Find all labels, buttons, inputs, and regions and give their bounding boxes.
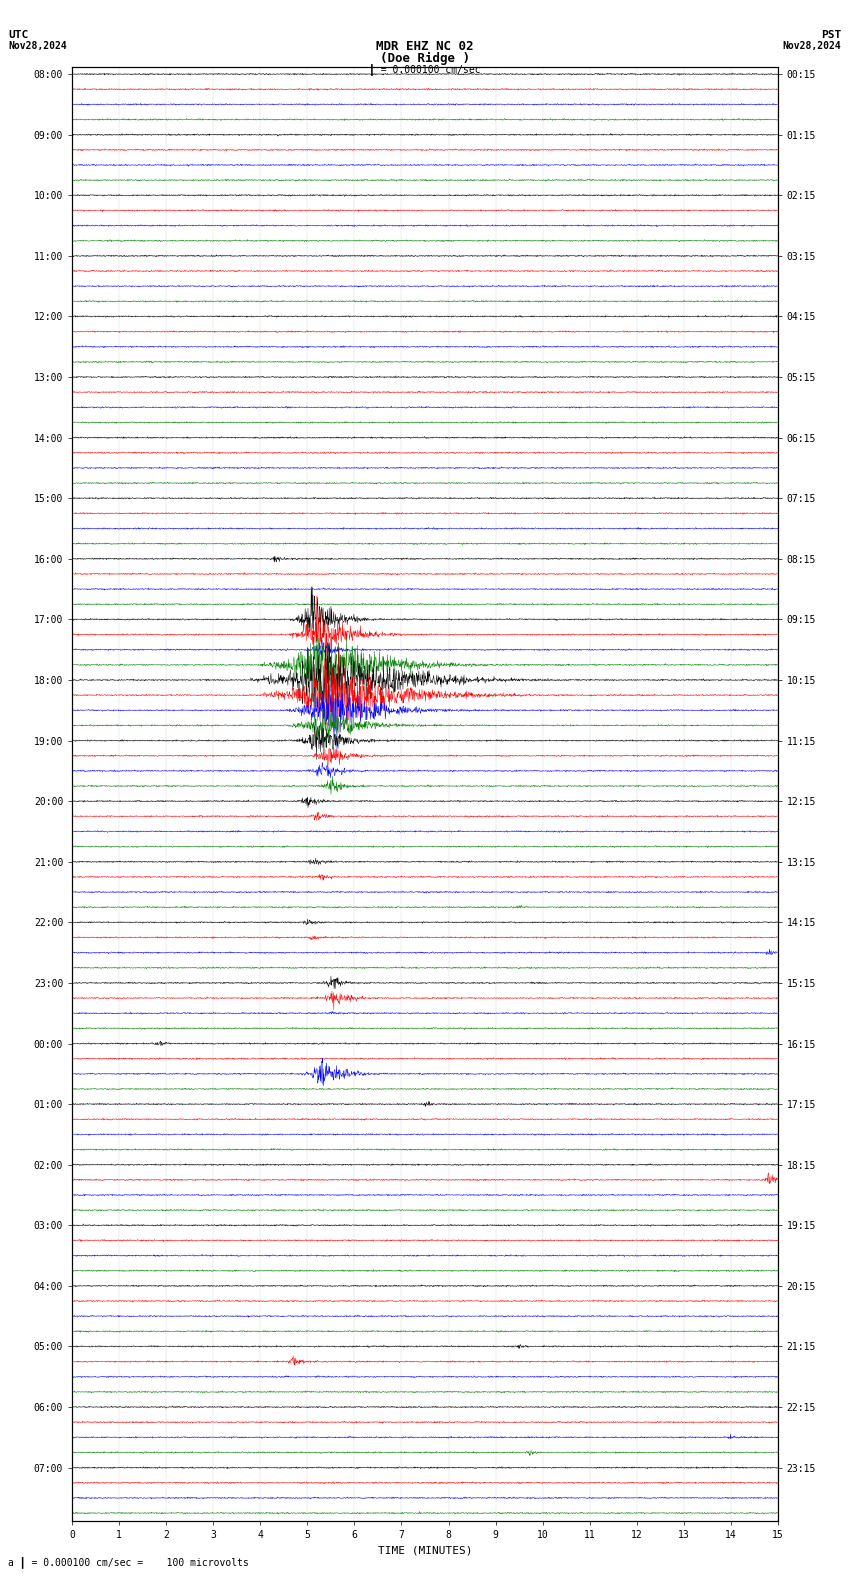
X-axis label: TIME (MINUTES): TIME (MINUTES) — [377, 1546, 473, 1555]
Text: a ┃ = 0.000100 cm/sec =    100 microvolts: a ┃ = 0.000100 cm/sec = 100 microvolts — [8, 1557, 249, 1568]
Text: Nov28,2024: Nov28,2024 — [783, 41, 842, 51]
Text: MDR EHZ NC 02: MDR EHZ NC 02 — [377, 40, 473, 54]
Text: PST: PST — [821, 30, 842, 40]
Text: Nov28,2024: Nov28,2024 — [8, 41, 67, 51]
Text: UTC: UTC — [8, 30, 29, 40]
Text: ┃ = 0.000100 cm/sec: ┃ = 0.000100 cm/sec — [369, 63, 481, 74]
Text: (Doe Ridge ): (Doe Ridge ) — [380, 52, 470, 65]
